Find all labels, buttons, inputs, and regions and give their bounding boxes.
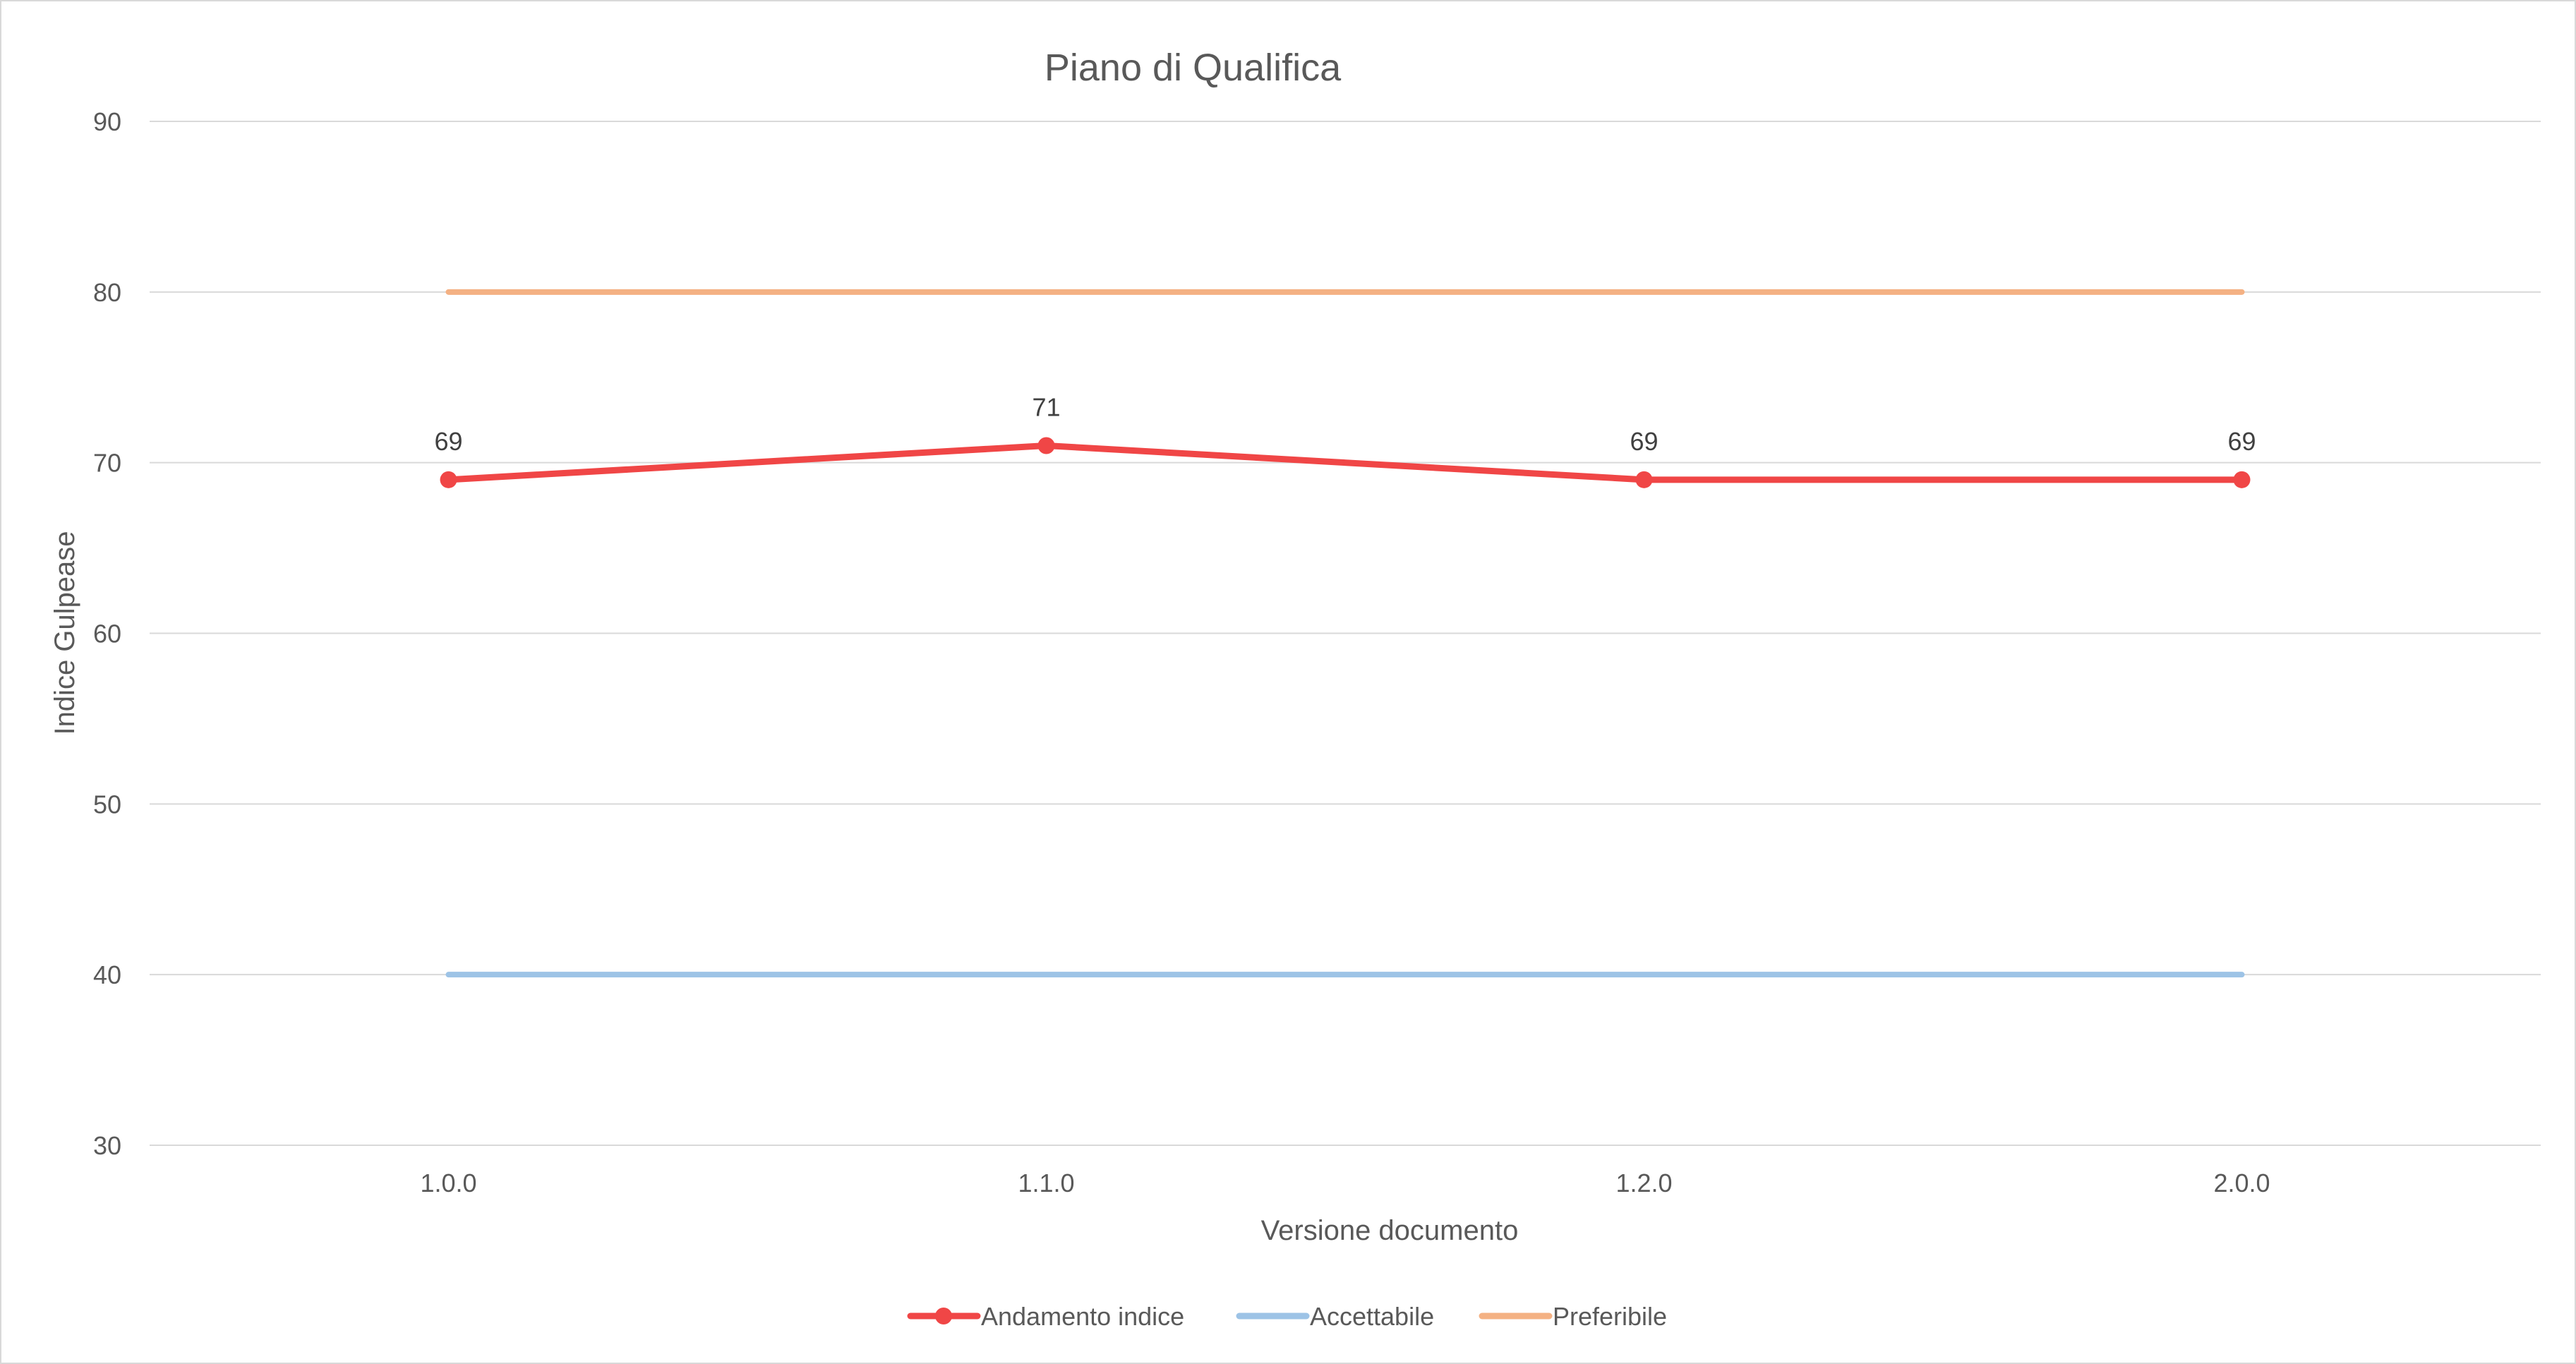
y-axis-title: Indice Gulpease xyxy=(49,531,80,735)
legend-item-accettabile: Accettabile xyxy=(1236,1302,1434,1331)
legend-item-preferibile: Preferibile xyxy=(1479,1302,1667,1331)
data-label: 69 xyxy=(1630,427,1658,456)
y-tick-label: 40 xyxy=(93,960,121,989)
y-tick-label: 30 xyxy=(93,1131,121,1160)
data-point-andamento-indice xyxy=(1635,471,1653,488)
x-tick-label: 2.0.0 xyxy=(2213,1169,2270,1197)
series-layer xyxy=(440,289,2251,978)
y-tick-label: 90 xyxy=(93,107,121,136)
gridlines xyxy=(150,121,2541,1146)
data-label: 69 xyxy=(2227,427,2256,456)
data-point-andamento-indice xyxy=(440,471,457,488)
legend-label: Preferibile xyxy=(1553,1302,1667,1331)
legend-label: Accettabile xyxy=(1310,1302,1434,1331)
y-tick-label: 80 xyxy=(93,278,121,307)
data-label: 69 xyxy=(434,427,462,456)
series-line-andamento-indice xyxy=(445,442,2245,483)
x-tick-label: 1.1.0 xyxy=(1018,1169,1074,1197)
x-tick-label: 1.0.0 xyxy=(420,1169,476,1197)
y-tick-label: 60 xyxy=(93,620,121,648)
legend-marker xyxy=(935,1308,952,1324)
data-labels: 69 71 69 69 xyxy=(434,392,2256,455)
y-tick-label: 70 xyxy=(93,449,121,478)
data-point-andamento-indice xyxy=(1037,437,1055,454)
legend-item-andamento-indice: Andamento indice xyxy=(907,1302,1184,1331)
data-label: 71 xyxy=(1032,392,1060,421)
x-axis-title: Versione documento xyxy=(1261,1215,1519,1246)
legend-label: Andamento indice xyxy=(981,1302,1184,1331)
chart-title: Piano di Qualifica xyxy=(1045,47,1342,89)
legend: Andamento indice Accettabile Preferibile xyxy=(907,1302,1667,1331)
data-point-andamento-indice xyxy=(2233,471,2251,488)
y-axis-ticks: 30 40 50 60 70 80 90 xyxy=(93,107,121,1160)
x-axis-ticks: 1.0.0 1.1.0 1.2.0 2.0.0 xyxy=(420,1169,2270,1197)
x-tick-label: 1.2.0 xyxy=(1615,1169,1672,1197)
y-tick-label: 50 xyxy=(93,790,121,819)
